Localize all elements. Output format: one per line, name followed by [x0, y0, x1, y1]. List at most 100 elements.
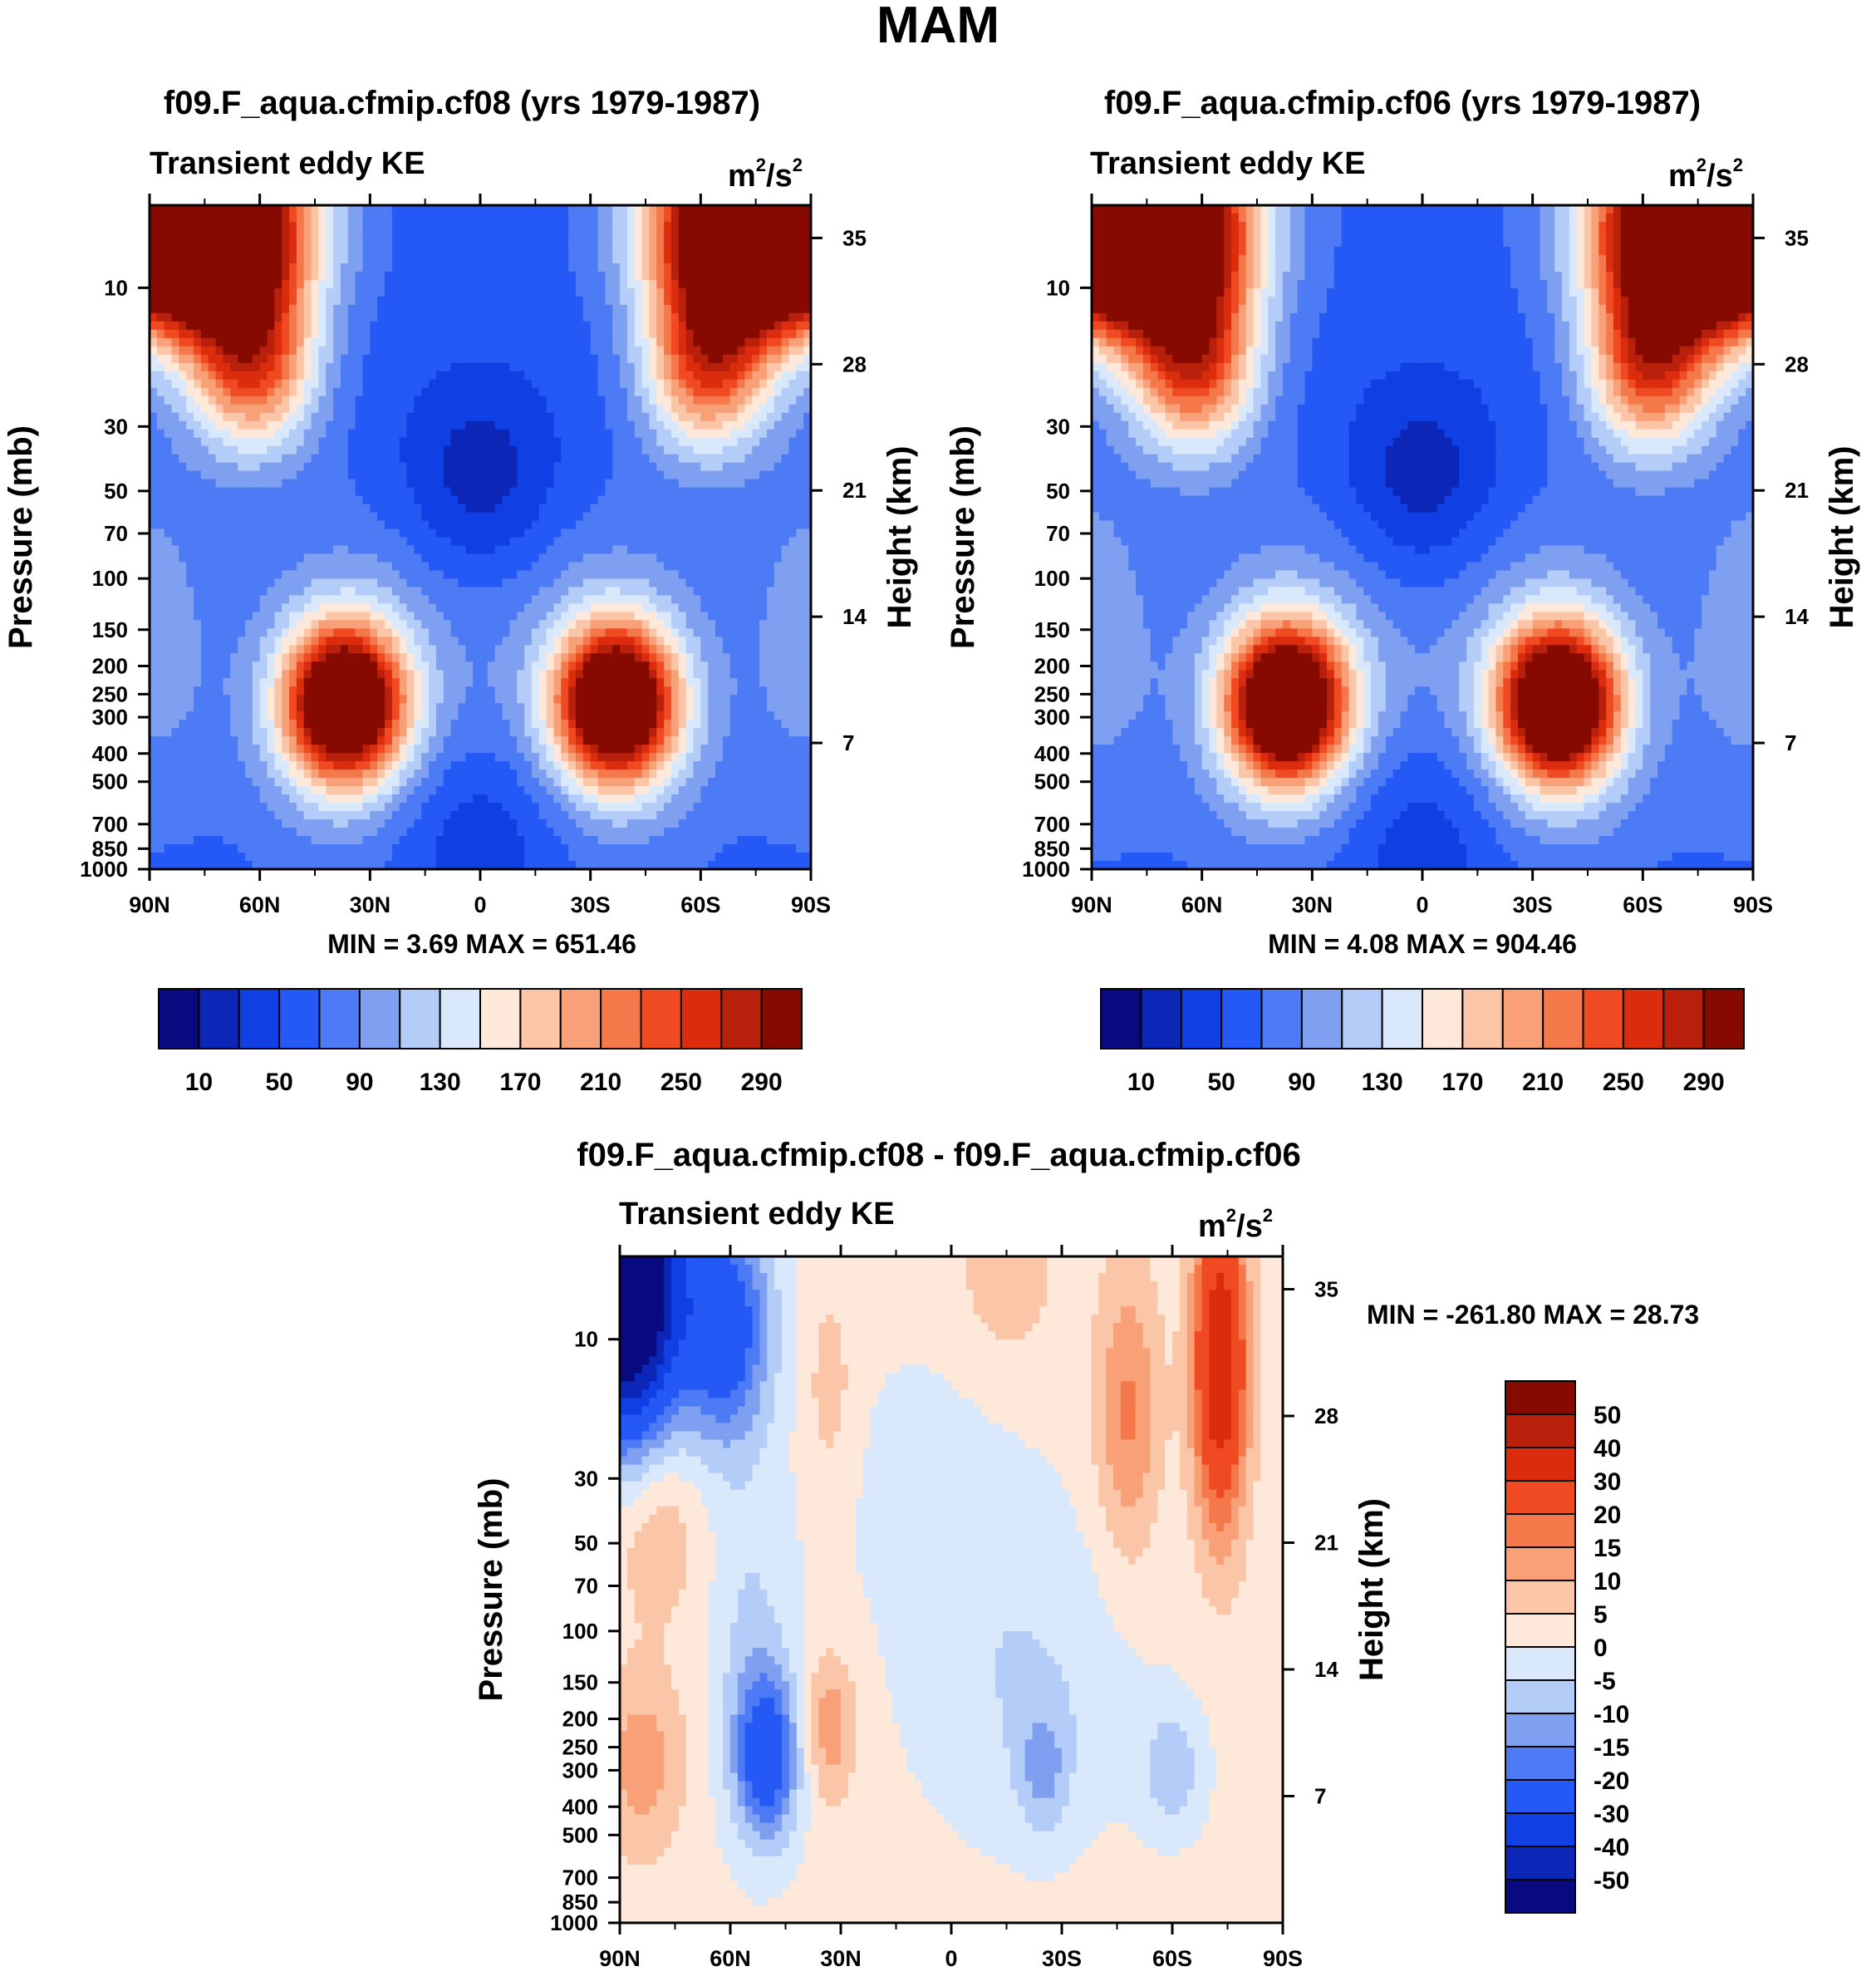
- panel3-x-tick-label: 60N: [710, 1946, 751, 1971]
- panel1-x-tick-label: 90N: [129, 892, 170, 917]
- panel3-colorbar-label: 10: [1594, 1568, 1621, 1595]
- panel2-height-tick-label: 28: [1785, 351, 1809, 376]
- panel1-y-tick-label: 30: [104, 414, 128, 439]
- panel2-colorbar: 10 50 90 130 170 210 250 290: [1100, 988, 1745, 1096]
- panel1-y-tick-label: 10: [104, 275, 128, 300]
- panel1-y-tick-label: 70: [104, 521, 128, 546]
- panel3-y-tick-label: 250: [562, 1735, 598, 1760]
- panel2-colorbar-label: 250: [1603, 1069, 1644, 1096]
- panel3-colorbar-label: 30: [1594, 1468, 1621, 1496]
- panel1-y-tick-label: 500: [92, 769, 128, 794]
- panel1-height-tick-label: 7: [842, 730, 854, 755]
- panel2-colorbar-box: [1422, 988, 1464, 1049]
- panel2-y-tick-label: 500: [1034, 769, 1070, 794]
- panel1-ylabel: Pressure (mb): [2, 425, 39, 649]
- panel2-y-tick-label: 200: [1034, 653, 1070, 678]
- panel2-colorbar-box: [1260, 988, 1303, 1049]
- panel3-y-tick-label: 10: [574, 1327, 598, 1352]
- panel3-colorbar-label: -15: [1594, 1734, 1629, 1762]
- panel3-y-tick-label: 300: [562, 1757, 598, 1782]
- panel3-colorbar-box: [1505, 1713, 1576, 1748]
- panel2-contour-field: [1092, 205, 1753, 869]
- panel2-colorbar-box: [1100, 988, 1142, 1049]
- panel1-colorbar: 10 50 90 130 170 210 250 290: [158, 988, 803, 1096]
- panel2-colorbar-box: [1300, 988, 1343, 1049]
- panel2-height-tick-label: 7: [1785, 730, 1796, 755]
- panel3-y-tick-label: 850: [562, 1890, 598, 1915]
- panel3-colorbar-box: [1505, 1513, 1576, 1548]
- panel3-colorbar-box: [1505, 1613, 1576, 1648]
- panel3-colorbar-box: [1505, 1413, 1576, 1448]
- panel2-colorbar-label: 50: [1207, 1069, 1235, 1096]
- panel1-x-tick-label: 60S: [680, 892, 720, 917]
- panel3-colorbar-box: [1505, 1580, 1576, 1615]
- panel3-y-tick-label: 100: [562, 1619, 598, 1644]
- panel2-ylabel: Pressure (mb): [945, 425, 981, 649]
- panel2-ylabel-right: Height (km): [1824, 446, 1860, 629]
- panel3-colorbar-label: -20: [1594, 1767, 1629, 1795]
- panel1-colorbar-label: 210: [580, 1069, 621, 1096]
- panel3-colorbar-box: [1505, 1546, 1576, 1581]
- panel3-colorbar-label: 50: [1594, 1402, 1621, 1429]
- panel1-ylabel-right: Height (km): [882, 446, 918, 629]
- panel1-colorbar-box: [720, 988, 763, 1049]
- panel2-x-tick-label: 30N: [1292, 892, 1333, 917]
- panel3-height-tick-label: 7: [1314, 1784, 1326, 1809]
- panel1-x-tick-label: 0: [474, 892, 486, 917]
- panel3-variable-label: Transient eddy KE: [619, 1197, 895, 1231]
- panel1-y-tick-label: 1000: [80, 857, 128, 882]
- panel2-y-tick-label: 150: [1034, 617, 1070, 642]
- panel3-x-tick-label: 30S: [1042, 1946, 1082, 1971]
- panel3-contour-field: [620, 1256, 1283, 1923]
- panel2-y-tick-label: 30: [1046, 414, 1070, 439]
- panel1-colorbar-label: 130: [420, 1069, 461, 1096]
- panel1-colorbar-box: [278, 988, 321, 1049]
- panel2-colorbar-box: [1461, 988, 1504, 1049]
- panel3-colorbar-box: [1505, 1779, 1576, 1814]
- panel1-y-tick-label: 50: [104, 479, 128, 504]
- main-title: MAM: [0, 0, 1876, 52]
- panel2-colorbar-box: [1140, 988, 1182, 1049]
- panel3-x-tick-label: 60S: [1152, 1946, 1192, 1971]
- panel1-colorbar-label: 90: [346, 1069, 373, 1096]
- panel2-y-tick-label: 1000: [1022, 857, 1070, 882]
- panel1-colorbar-label: 50: [265, 1069, 292, 1096]
- panel3-y-tick-label: 1000: [550, 1910, 598, 1935]
- panel3-colorbar-label: 15: [1594, 1535, 1621, 1562]
- panel2-colorbar-box: [1622, 988, 1665, 1049]
- panel1-units-label: m2/s2: [728, 148, 803, 194]
- panel1-y-tick-label: 250: [92, 681, 128, 706]
- panel2-y-tick-label: 300: [1034, 705, 1070, 730]
- panel2-x-tick-label: 30S: [1513, 892, 1553, 917]
- panel1-title: f09.F_aqua.cfmip.cf08 (yrs 1979-1987): [101, 85, 823, 121]
- panel1-height-tick-label: 35: [842, 225, 867, 250]
- panel1-contour-field: [150, 205, 811, 869]
- panel1-group: 90N 60N 30N 0 30S 60S 90S103050701001502002503…: [2, 194, 918, 917]
- panel1-colorbar-label: 290: [741, 1069, 783, 1096]
- panel1-x-tick-label: 30N: [350, 892, 391, 917]
- panel1-colorbar-box: [519, 988, 562, 1049]
- panel1-y-tick-label: 400: [92, 741, 128, 766]
- panel2-colorbar-box: [1582, 988, 1624, 1049]
- panel3-y-tick-label: 200: [562, 1707, 598, 1732]
- panel2-height-tick-label: 21: [1785, 478, 1809, 503]
- panel3-colorbar-box: [1505, 1380, 1576, 1415]
- panel1-height-tick-label: 28: [842, 351, 867, 376]
- panel3-units-label: m2/s2: [1198, 1198, 1273, 1244]
- panel2-colorbar-box: [1662, 988, 1705, 1049]
- panel2-variable-label: Transient eddy KE: [1090, 146, 1366, 181]
- panel1-colorbar-box: [158, 988, 200, 1049]
- panel1-colorbar-box: [399, 988, 441, 1049]
- panel2-colorbar-label: 170: [1441, 1069, 1483, 1096]
- panel2-colorbar-label: 210: [1522, 1069, 1564, 1096]
- panel2-x-tick-label: 60S: [1623, 892, 1662, 917]
- panel2-y-tick-label: 50: [1046, 479, 1070, 504]
- panel1-y-tick-label: 150: [92, 617, 128, 642]
- panel2-x-tick-label: 60N: [1181, 892, 1223, 917]
- panel2-colorbar-box: [1341, 988, 1383, 1049]
- panel1-colorbar-label: 250: [661, 1069, 702, 1096]
- panel3-minmax: MIN = -261.80 MAX = 28.73: [1367, 1300, 1699, 1330]
- panel1-colorbar-box: [198, 988, 240, 1049]
